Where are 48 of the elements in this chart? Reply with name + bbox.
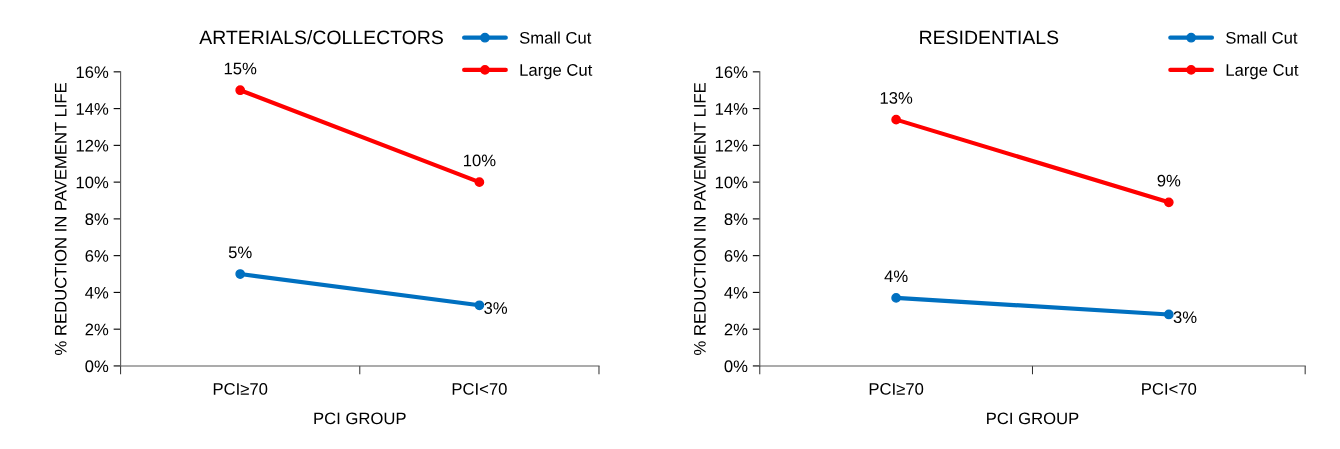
x-axis-title: PCI GROUP <box>314 412 406 425</box>
y-tick-label: 14% <box>76 103 109 115</box>
data-label: 15% <box>224 62 257 75</box>
y-tick-label: 16% <box>715 66 748 79</box>
data-label: 9% <box>1157 174 1181 187</box>
legend-label: Large Cut <box>520 64 593 80</box>
y-tick-label: 2% <box>724 323 748 336</box>
y-tick-label: 10% <box>76 176 109 189</box>
y-tick-label: 8% <box>85 213 109 226</box>
y-tick-label: 2% <box>85 323 109 336</box>
x-tick-label: PCI<70 <box>1142 383 1197 395</box>
x-tick-label: PCI<70 <box>452 383 507 395</box>
chart-title: ARTERIALS/COLLECTORS <box>199 29 443 45</box>
point <box>1163 197 1174 208</box>
y-tick-label: 6% <box>85 250 109 262</box>
y-tick-label: 12% <box>715 139 748 152</box>
y-tick-label: 0% <box>724 360 748 373</box>
data-label: 4% <box>884 270 908 283</box>
point <box>891 114 901 125</box>
x-tick-label: PCI≥70 <box>869 383 924 395</box>
x-tick-label: PCI≥70 <box>213 383 268 395</box>
data-label: 3% <box>484 302 508 314</box>
point <box>235 85 246 96</box>
data-label: 3% <box>1173 311 1197 324</box>
y-tick-label: 12% <box>76 139 109 152</box>
data-label: 5% <box>228 246 252 259</box>
y-axis-title: % REDUCTION IN PAVEMENT LIFE <box>693 83 706 355</box>
data-label: 10% <box>463 154 496 167</box>
data-label: 13% <box>880 92 913 104</box>
y-tick-label: 4% <box>85 286 109 299</box>
y-tick-label: 4% <box>724 286 748 299</box>
legend-label: Large Cut <box>1226 64 1299 80</box>
y-tick-label: 14% <box>715 103 748 115</box>
y-tick-label: 0% <box>85 360 109 373</box>
point <box>235 269 246 279</box>
x-axis-title: PCI GROUP <box>987 412 1079 425</box>
y-tick-label: 10% <box>715 176 748 189</box>
chart-title: RESIDENTIALS <box>920 30 1059 45</box>
point <box>1163 309 1174 320</box>
y-axis-title: % REDUCTION IN PAVEMENT LIFE <box>54 83 67 355</box>
point <box>891 293 901 303</box>
point <box>474 300 485 311</box>
legend-label: Small Cut <box>1226 31 1298 44</box>
y-tick-label: 8% <box>724 213 748 226</box>
y-tick-label: 6% <box>724 250 748 262</box>
point <box>474 177 485 187</box>
y-tick-label: 16% <box>76 66 109 79</box>
legend-label: Small Cut <box>519 31 592 44</box>
